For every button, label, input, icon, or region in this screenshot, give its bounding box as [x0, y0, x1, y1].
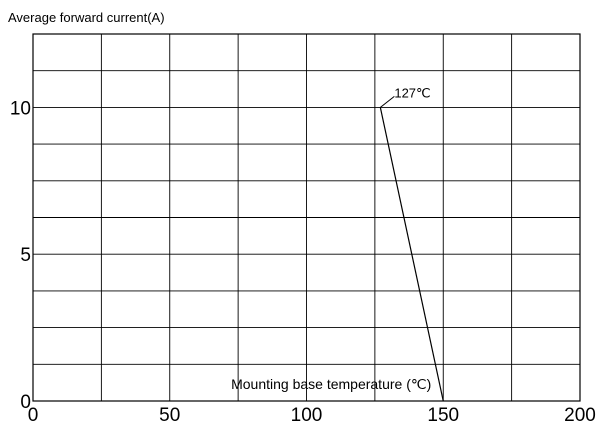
- x-tick-label: 50: [159, 405, 180, 425]
- y-tick-labels: 0 5 10: [10, 98, 31, 413]
- y-tick-label: 5: [20, 245, 31, 266]
- x-tick-label: 0: [28, 405, 39, 425]
- series-layer: [379, 107, 444, 402]
- y-tick-label: 10: [10, 98, 31, 119]
- grid-lines: [32, 33, 581, 402]
- annotation-layer: 127℃: [380, 85, 431, 108]
- annotation-label: 127℃: [394, 85, 430, 100]
- x-tick-labels: 0 50 100 150 200: [28, 405, 596, 425]
- x-tick-label: 200: [564, 405, 596, 425]
- annotation-leader: [380, 96, 395, 108]
- derating-curve: [379, 107, 444, 402]
- x-tick-label: 150: [427, 405, 459, 425]
- plot-frame: [32, 33, 581, 402]
- x-tick-label: 100: [291, 405, 323, 425]
- y-axis-label: Average forward current(A): [8, 10, 165, 25]
- x-axis-label: Mounting base temperature (℃): [231, 376, 431, 392]
- y-tick-label: 0: [20, 392, 31, 413]
